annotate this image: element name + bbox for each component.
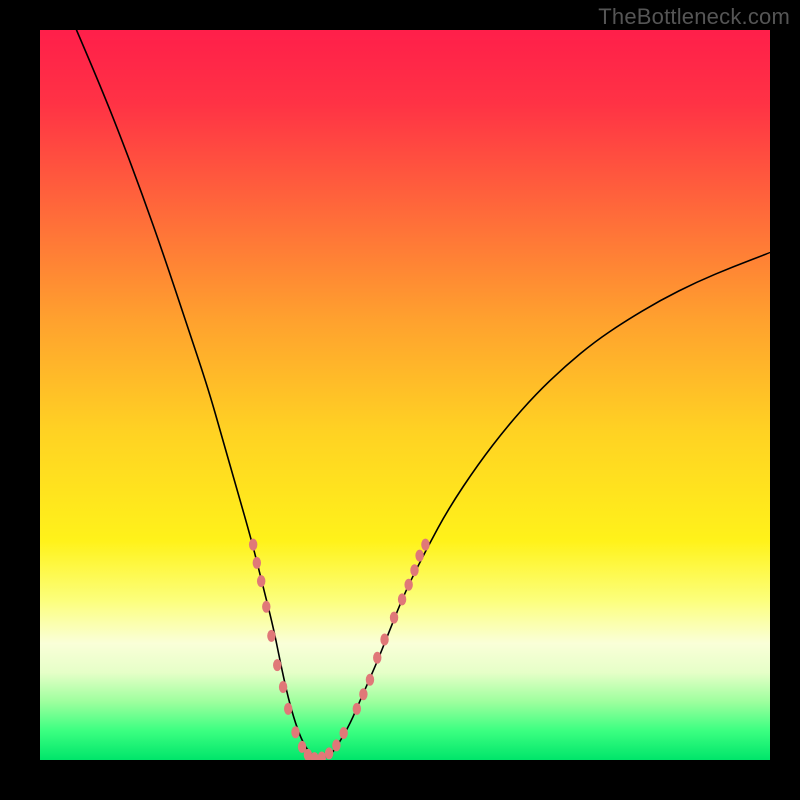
marker-dot [291,726,299,738]
marker-dot [249,539,257,551]
marker-dot [262,601,270,613]
marker-dot [325,747,333,759]
marker-dot [390,612,398,624]
marker-dot [279,681,287,693]
marker-dot [404,579,412,591]
marker-dot [421,539,429,551]
marker-dot [415,550,423,562]
marker-dot [359,688,367,700]
marker-dot [253,557,261,569]
marker-dot [398,593,406,605]
marker-dot [410,564,418,576]
marker-dot [373,652,381,664]
marker-dot [257,575,265,587]
chart-svg [40,30,770,760]
marker-dot [353,703,361,715]
marker-dot [284,703,292,715]
marker-dot [380,634,388,646]
watermark-text: TheBottleneck.com [598,4,790,30]
marker-dot [339,727,347,739]
plot-area [40,30,770,760]
marker-dot [267,630,275,642]
marker-dot [366,674,374,686]
marker-dot [332,739,340,751]
gradient-background [40,30,770,760]
marker-dot [273,659,281,671]
chart-container: TheBottleneck.com [0,0,800,800]
